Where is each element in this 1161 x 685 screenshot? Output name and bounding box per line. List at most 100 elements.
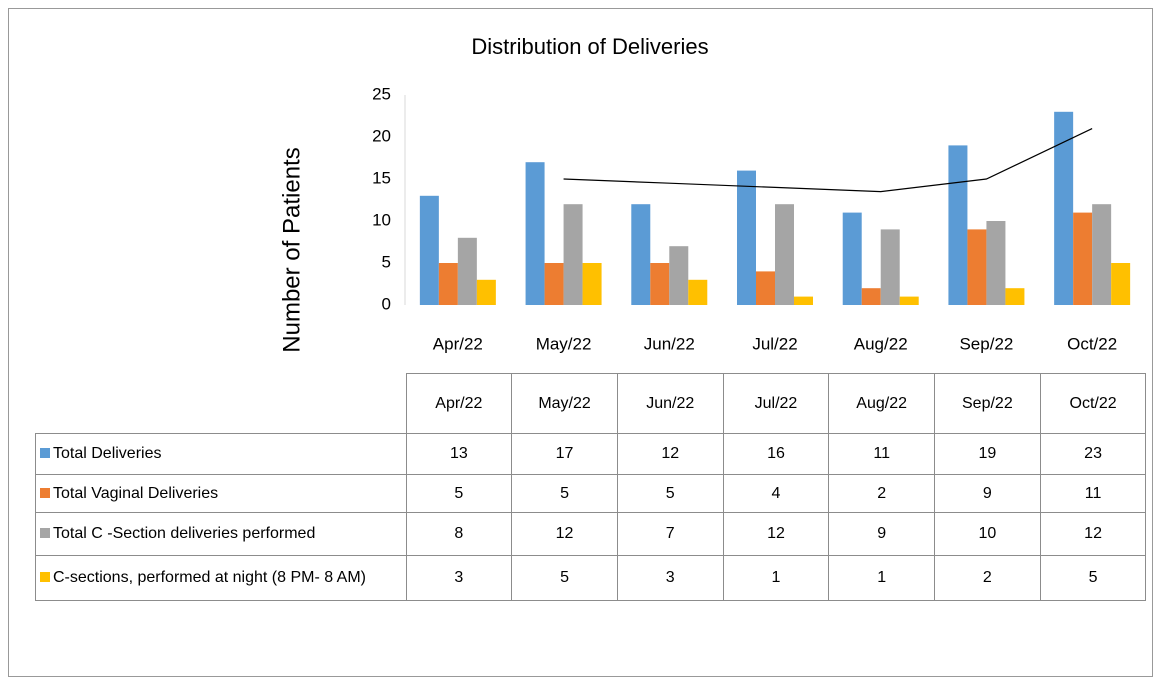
value-cell: 11 <box>828 433 936 475</box>
y-tick-label: 10 <box>372 210 391 229</box>
x-tick-label: Sep/22 <box>959 334 1013 353</box>
header-cell: Apr/22 <box>405 373 513 434</box>
bar <box>563 204 583 305</box>
value-cell: 12 <box>1039 512 1147 556</box>
value-cell: 13 <box>405 433 513 475</box>
value-cell: 5 <box>511 555 618 601</box>
row-label: Total Vaginal Deliveries <box>35 474 407 513</box>
y-axis-label: Number of Patients <box>278 147 305 352</box>
bar <box>1111 263 1131 305</box>
value-cell: 5 <box>511 474 618 513</box>
header-cell: Jul/22 <box>722 373 830 434</box>
legend-label: C-sections, performed at night (8 PM- 8 … <box>53 569 366 586</box>
legend-swatch <box>40 487 50 498</box>
legend-label: Total Deliveries <box>53 445 162 462</box>
x-tick-label: Apr/22 <box>433 334 483 353</box>
bar <box>650 263 670 305</box>
legend-label: Total Vaginal Deliveries <box>53 484 219 502</box>
bar <box>737 170 756 305</box>
y-tick-label: 15 <box>372 168 391 187</box>
bar <box>457 237 477 305</box>
bar <box>419 195 439 305</box>
bar <box>1054 111 1074 305</box>
value-cell: 1 <box>722 555 830 601</box>
value-cell: 8 <box>405 512 513 556</box>
header-cell: May/22 <box>511 373 618 434</box>
value-cell: 5 <box>405 474 513 513</box>
bar <box>476 279 496 305</box>
data-row: Total C -Section deliveries performed 8 12… <box>35 512 1147 556</box>
bar <box>967 229 987 305</box>
bar <box>669 246 689 305</box>
value-cell: 9 <box>828 512 936 556</box>
value-cell: 23 <box>1039 433 1147 475</box>
bar <box>948 145 968 305</box>
bar <box>775 204 794 305</box>
data-row: Total Deliveries 13 17 12 16 11 19 23 <box>35 433 1147 475</box>
corner-cell <box>36 374 407 434</box>
value-cell: 11 <box>1039 474 1147 513</box>
value-cell: 1 <box>828 555 936 601</box>
bar <box>688 279 708 305</box>
bar <box>438 263 458 305</box>
bar <box>986 221 1006 305</box>
bar <box>842 212 862 305</box>
data-row: Total Vaginal Deliveries 5 5 5 4 2 9 11 <box>35 474 1147 513</box>
header-cell: Oct/22 <box>1039 373 1147 434</box>
y-tick-label: 5 <box>382 252 391 271</box>
bar <box>1005 288 1025 305</box>
value-cell: 2 <box>934 555 1041 601</box>
bar <box>1073 212 1093 305</box>
value-cell: 16 <box>722 433 830 475</box>
value-cell: 12 <box>722 512 830 556</box>
value-cell: 12 <box>511 512 618 556</box>
chart-title: Distribution of Deliveries <box>471 34 708 59</box>
legend-label: Total C -Section deliveries performed <box>53 525 316 542</box>
bar <box>899 296 919 305</box>
bar <box>525 162 545 305</box>
y-tick-label: 0 <box>382 294 391 313</box>
bar <box>544 263 564 305</box>
value-cell: 10 <box>934 512 1041 556</box>
x-tick-label: Oct/22 <box>1067 334 1117 353</box>
bar <box>880 229 900 305</box>
x-tick-label: Jun/22 <box>644 334 695 353</box>
value-cell: 7 <box>616 512 724 556</box>
x-tick-label: May/22 <box>536 334 592 353</box>
data-row: C-sections, performed at night (8 PM- 8 … <box>35 555 1147 601</box>
data-table: Apr/22 May/22 Jun/22 Jul/22 Aug/22 Sep/22 Oct/… <box>35 373 1147 601</box>
x-tick-label: Jul/22 <box>752 334 797 353</box>
legend-swatch <box>40 572 50 582</box>
row-label: Total Deliveries <box>35 433 407 475</box>
value-cell: 9 <box>934 474 1041 513</box>
bar <box>794 296 813 305</box>
legend-swatch <box>40 448 50 458</box>
value-cell: 19 <box>934 433 1041 475</box>
value-cell: 17 <box>511 433 618 475</box>
value-cell: 2 <box>828 474 936 513</box>
bar <box>756 271 775 305</box>
y-tick-label: 20 <box>372 126 391 145</box>
value-cell: 3 <box>616 555 724 601</box>
row-label: C-sections, performed at night (8 PM- 8 … <box>35 555 407 601</box>
trendline <box>563 128 1093 193</box>
value-cell: 12 <box>616 433 724 475</box>
header-cell: Jun/22 <box>616 373 724 434</box>
bar <box>582 263 602 305</box>
value-cell: 3 <box>405 555 513 601</box>
header-cell: Aug/22 <box>828 373 936 434</box>
bar <box>631 204 651 305</box>
frame <box>8 8 1153 677</box>
value-cell: 5 <box>616 474 724 513</box>
bar <box>1092 204 1112 305</box>
bar <box>861 288 881 305</box>
y-tick-label: 25 <box>372 84 391 103</box>
row-label: Total C -Section deliveries performed <box>35 512 407 556</box>
header-cell: Sep/22 <box>934 373 1041 434</box>
legend-swatch <box>40 528 50 538</box>
x-tick-label: Aug/22 <box>854 334 908 353</box>
value-cell: 4 <box>722 474 830 513</box>
value-cell: 5 <box>1039 555 1147 601</box>
